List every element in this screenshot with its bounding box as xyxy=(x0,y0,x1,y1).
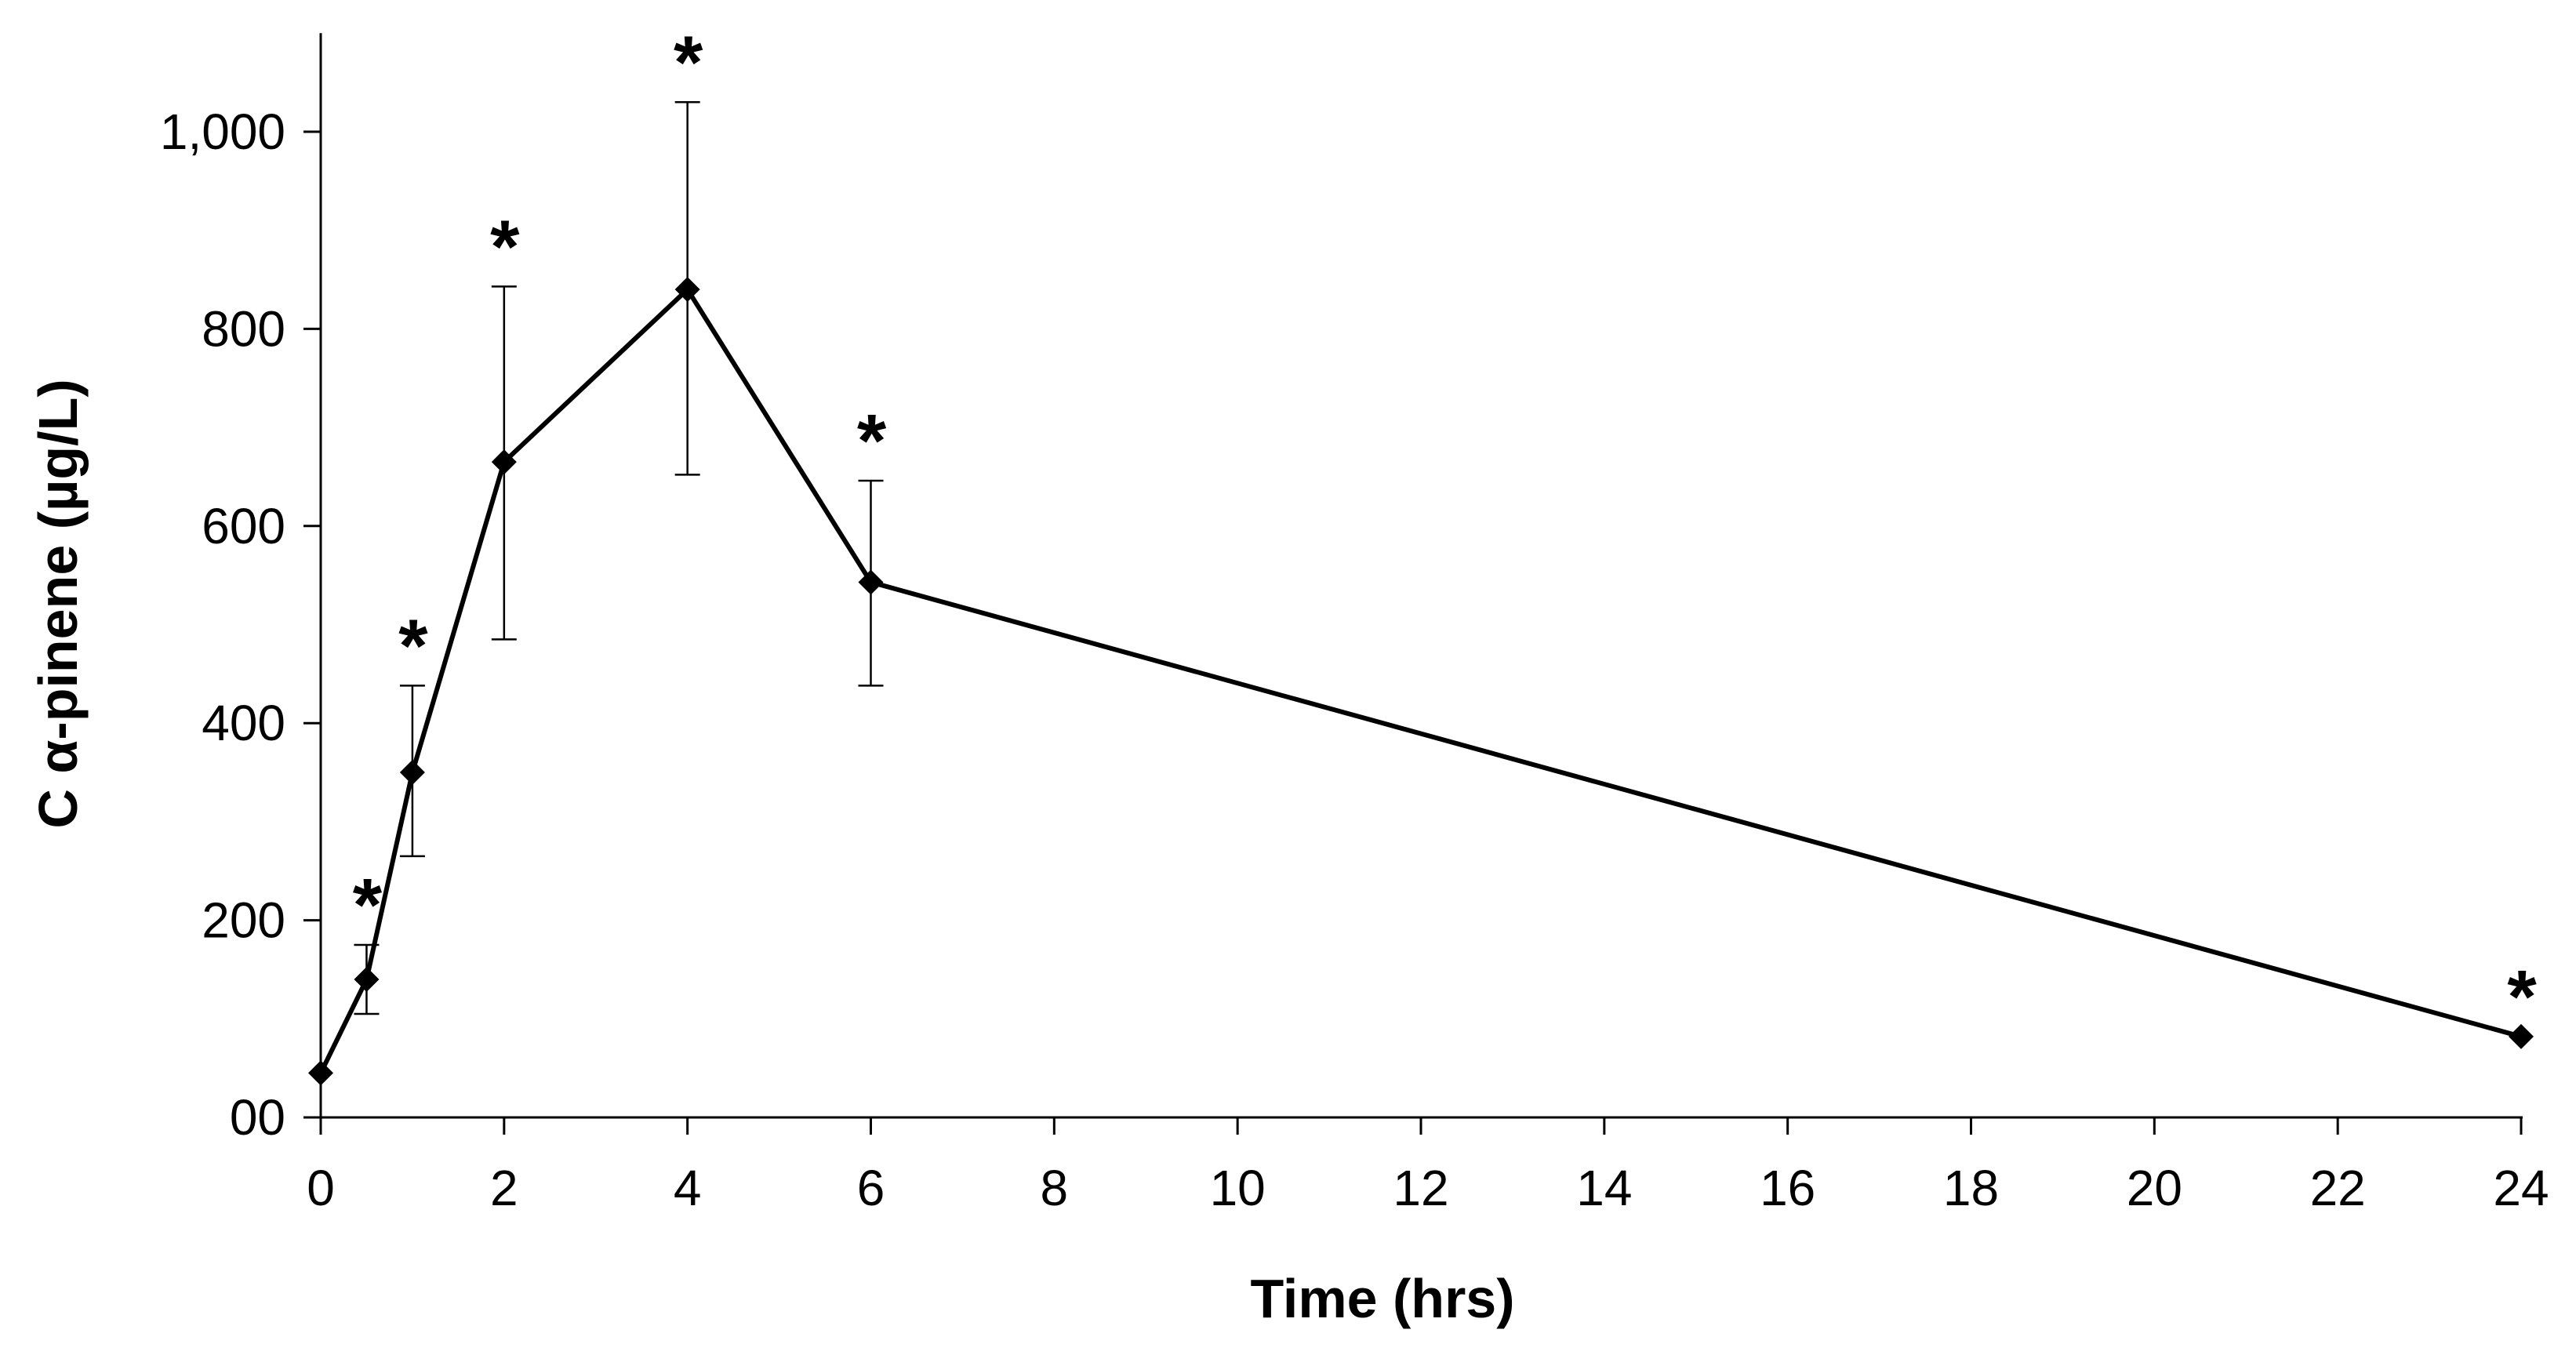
y-tick-label: 200 xyxy=(202,892,285,949)
data-point xyxy=(2509,1023,2534,1049)
x-tick-label: 22 xyxy=(2310,1160,2366,1216)
data-point xyxy=(858,569,884,595)
x-tick-label: 8 xyxy=(1041,1160,1069,1216)
significance-marker: * xyxy=(2507,955,2537,1039)
series-layer: * * * * * * xyxy=(308,20,2537,1086)
x-tick-label: 10 xyxy=(1210,1160,1266,1216)
data-point xyxy=(354,967,380,993)
x-tick-label: 6 xyxy=(857,1160,885,1216)
series-line xyxy=(318,285,2522,1074)
x-tick-label: 24 xyxy=(2493,1160,2549,1216)
x-tick-label: 14 xyxy=(1576,1160,1632,1216)
data-point xyxy=(399,760,425,786)
x-tick-label: 0 xyxy=(307,1160,335,1216)
significance-marker: * xyxy=(857,399,887,483)
data-point xyxy=(308,1060,333,1086)
axes-layer xyxy=(319,33,2523,1119)
significance-marker: * xyxy=(398,604,428,688)
x-tick-label: 4 xyxy=(674,1160,702,1216)
y-axis-title: C α-pinene (µg/L) xyxy=(27,379,89,828)
y-tick-label: 600 xyxy=(202,498,285,554)
x-axis-title: Time (hrs) xyxy=(1250,1268,1514,1329)
y-tick-label: 1,000 xyxy=(160,104,285,160)
data-point xyxy=(491,449,517,475)
x-tick-label: 12 xyxy=(1393,1160,1448,1216)
x-tick-label: 16 xyxy=(1760,1160,1815,1216)
x-tick-label: 2 xyxy=(490,1160,518,1216)
x-tick-label: 20 xyxy=(2127,1160,2182,1216)
y-tick-label: 800 xyxy=(202,300,285,357)
significance-marker: * xyxy=(674,20,703,104)
y-tick-label: 00 xyxy=(230,1089,285,1146)
significance-marker: * xyxy=(490,205,520,289)
y-tick-label: 400 xyxy=(202,695,285,751)
x-tick-label: 18 xyxy=(1943,1160,1999,1216)
significance-marker: * xyxy=(353,863,383,947)
data-point xyxy=(674,277,700,303)
